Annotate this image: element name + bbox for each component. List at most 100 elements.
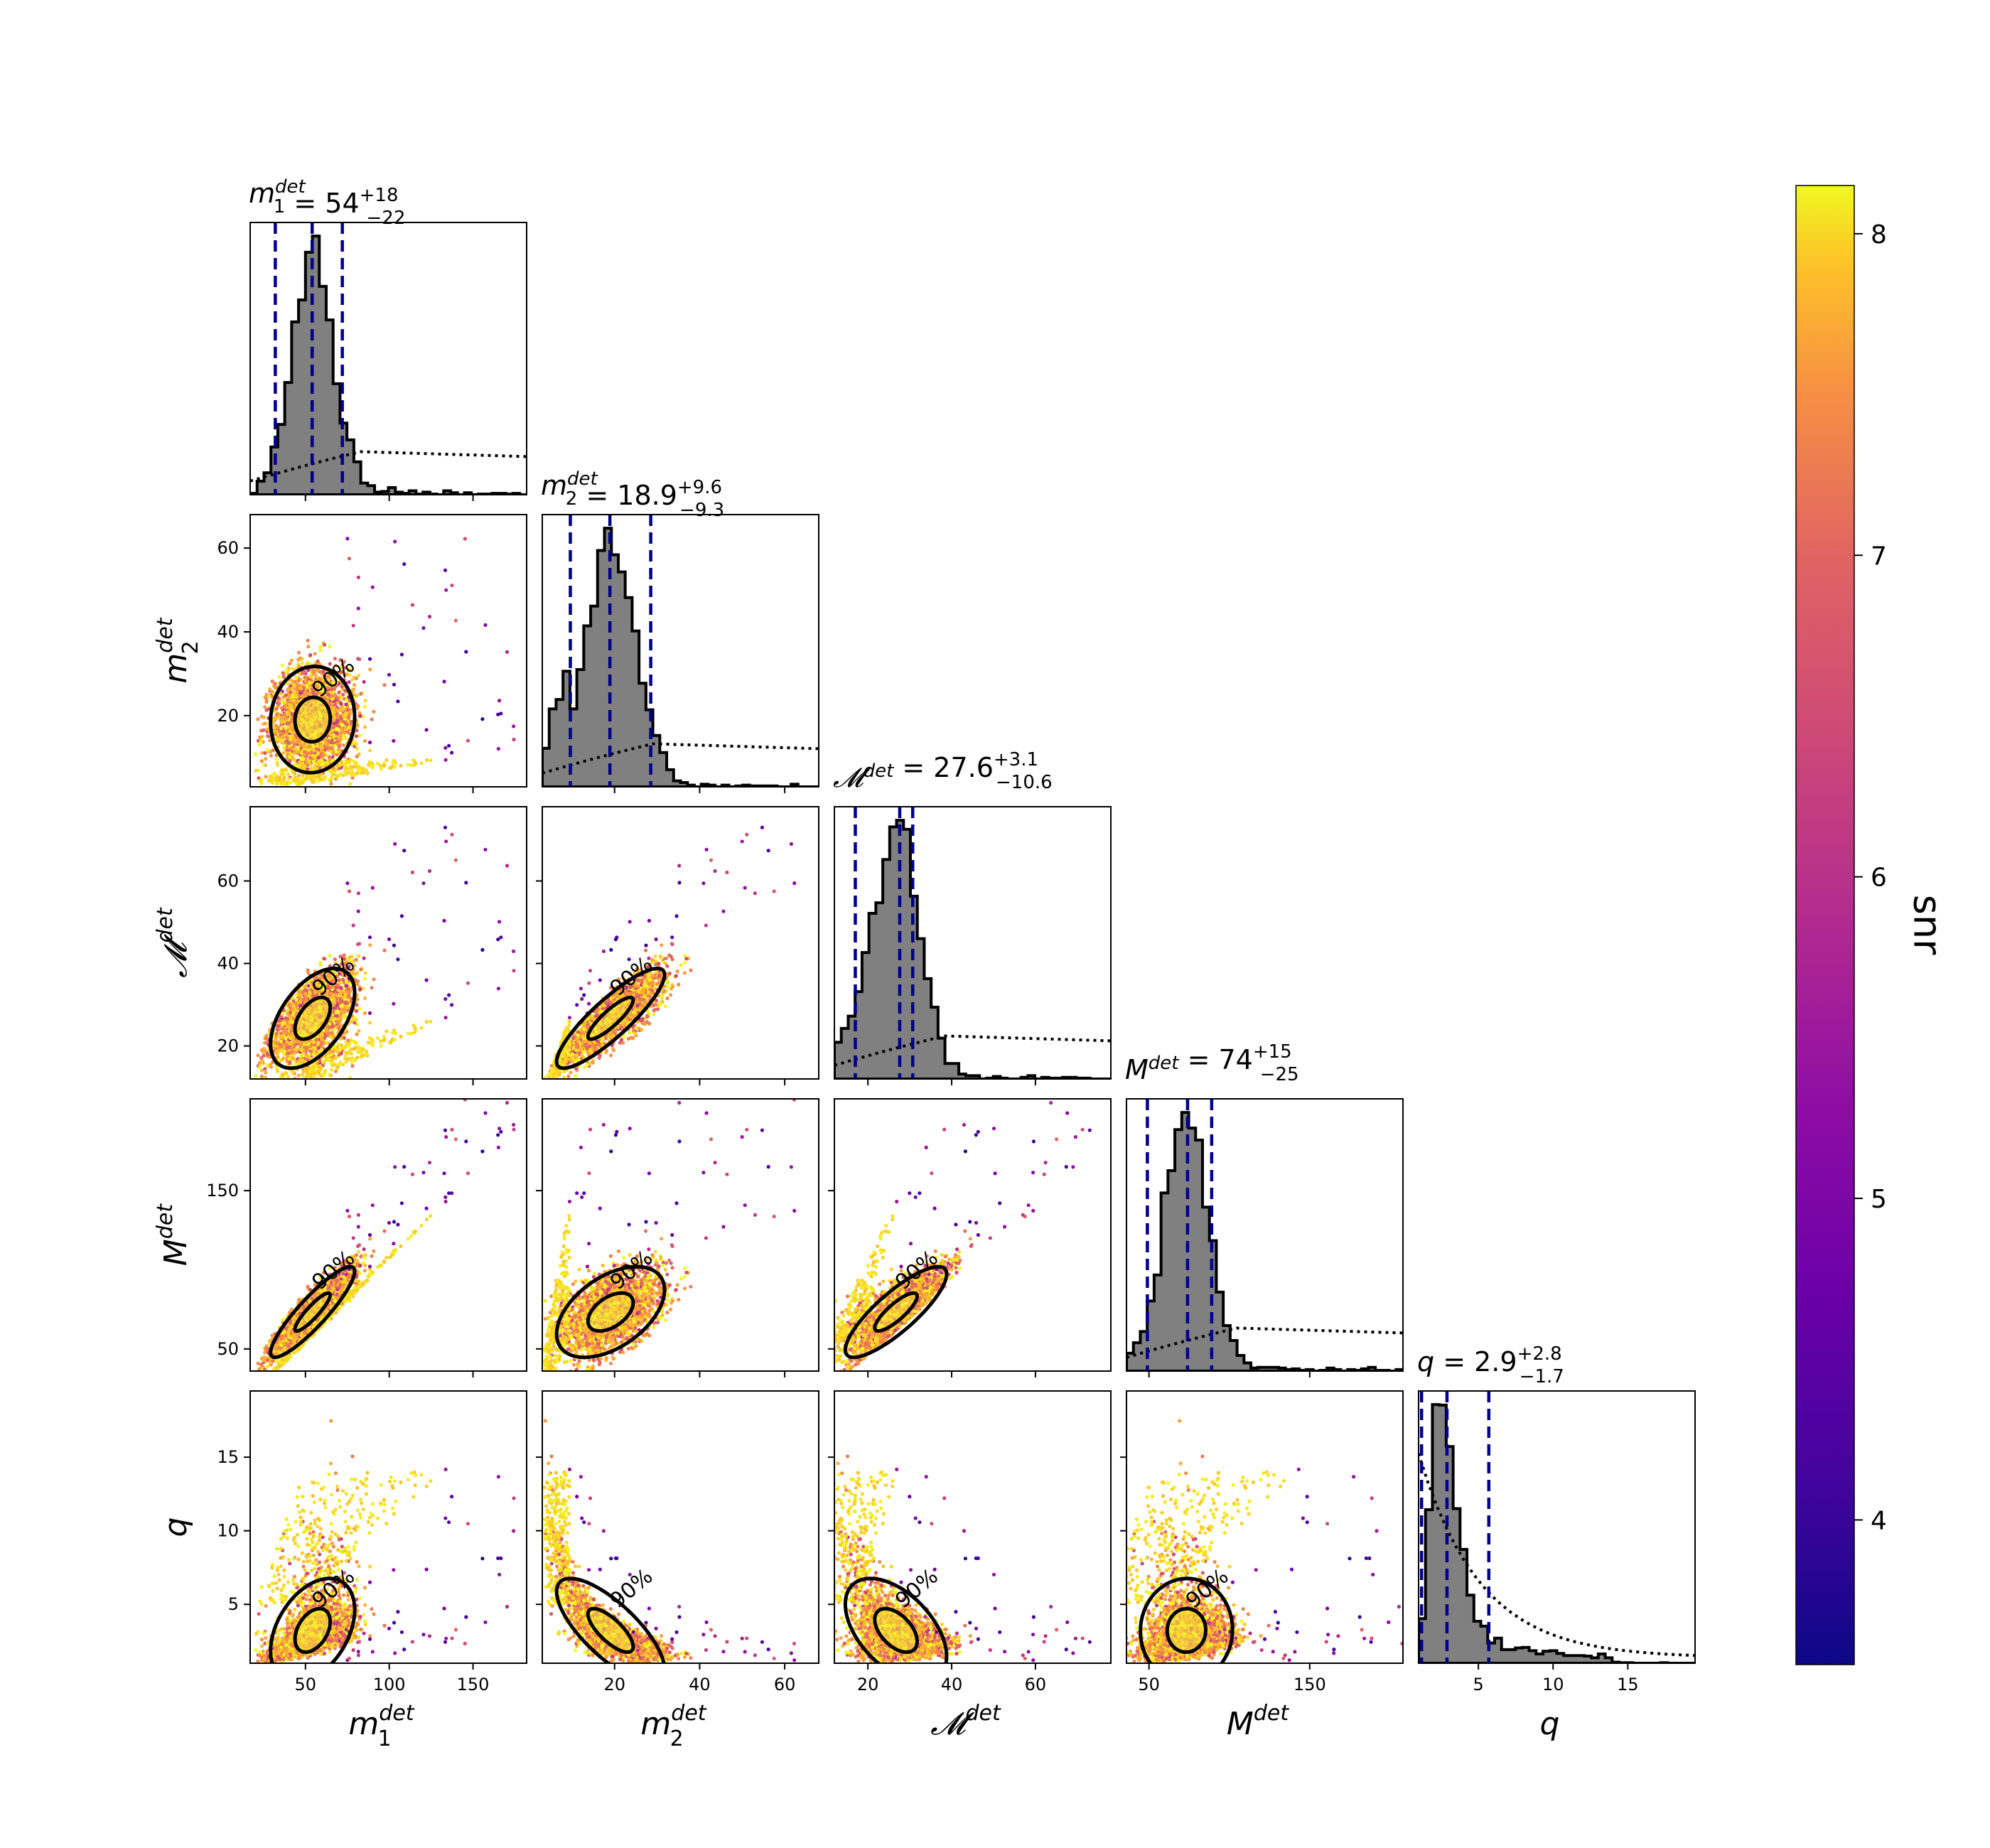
sample-point: [382, 683, 387, 687]
sample-point: [303, 675, 307, 679]
sample-point: [328, 746, 333, 750]
sample-point: [335, 724, 339, 728]
sample-point: [353, 682, 357, 687]
sample-point: [332, 721, 336, 726]
sample-point: [355, 771, 360, 775]
sample-point: [330, 755, 335, 759]
sample-point: [359, 967, 363, 972]
sample-point: [340, 773, 345, 778]
sample-point: [281, 695, 286, 699]
sample-point: [338, 658, 343, 662]
sample-point: [443, 568, 448, 572]
contour-90: [269, 665, 357, 775]
sample-point: [331, 706, 335, 710]
sample-point: [349, 1020, 353, 1024]
sample-point: [274, 724, 278, 728]
sample-point: [341, 728, 345, 732]
sample-point: [335, 696, 340, 700]
sample-point: [444, 588, 448, 592]
sample-point: [276, 1070, 280, 1074]
sample-point: [339, 1004, 343, 1009]
sample-point: [298, 686, 302, 690]
sample-point: [285, 738, 289, 743]
sample-point: [267, 694, 272, 699]
sample-point: [323, 957, 327, 961]
sample-point: [291, 731, 295, 735]
sample-point: [392, 765, 397, 769]
title-value: = 18.9: [577, 480, 677, 511]
sample-point: [326, 692, 330, 697]
sample-point: [328, 682, 333, 686]
sample-point: [278, 729, 282, 734]
sample-point: [392, 738, 396, 743]
sample-point: [387, 672, 392, 677]
sample-point: [315, 766, 319, 770]
sample-point: [300, 773, 304, 778]
sample-point: [328, 1031, 333, 1035]
sample-point: [402, 562, 407, 566]
sample-point: [298, 778, 303, 783]
sample-point: [391, 760, 395, 765]
sample-point: [290, 724, 294, 729]
sample-point: [270, 689, 274, 694]
sample-point: [290, 694, 295, 698]
sample-point: [363, 971, 367, 975]
sample-point: [345, 1001, 349, 1005]
sample-point: [285, 756, 289, 761]
sample-point: [338, 1036, 343, 1041]
sample-point: [356, 768, 360, 772]
sample-point: [330, 775, 334, 780]
sample-point: [308, 1049, 312, 1053]
sample-point: [303, 692, 308, 697]
sample-point: [355, 723, 360, 728]
sample-point: [329, 782, 333, 786]
sample-point: [294, 675, 298, 680]
sample-point: [301, 671, 305, 675]
sample-point: [344, 979, 349, 984]
sample-point: [384, 758, 389, 762]
sample-point: [342, 660, 346, 664]
sample-point: [314, 669, 318, 673]
sample-point: [305, 661, 310, 666]
sample-point: [279, 719, 284, 723]
sample-point: [323, 775, 328, 779]
sample-point: [496, 712, 500, 716]
sample-point: [292, 738, 296, 742]
sample-point: [362, 725, 367, 729]
sample-point: [355, 729, 359, 733]
sample-point: [450, 584, 454, 588]
sample-point: [362, 738, 367, 743]
sample-point: [327, 778, 331, 782]
sample-point: [282, 746, 286, 751]
sample-point: [312, 780, 316, 784]
sample-point: [335, 753, 339, 757]
sample-point: [357, 711, 362, 715]
sample-point: [344, 698, 349, 702]
sample-point: [328, 953, 332, 957]
sample-point: [325, 753, 329, 758]
sample-point: [361, 987, 365, 991]
sample-point: [357, 734, 362, 738]
sample-point: [399, 652, 404, 657]
sample-point: [339, 759, 343, 763]
y-tick-label: 60: [217, 538, 239, 558]
sample-point: [320, 751, 324, 756]
sample-point: [332, 752, 336, 756]
title-symbol: m: [541, 470, 567, 501]
sample-point: [276, 696, 281, 700]
sample-point: [382, 763, 387, 768]
sample-point: [281, 736, 285, 740]
title-plus: +9.6: [677, 477, 722, 498]
title-plus: +18: [360, 185, 399, 206]
sample-point: [442, 679, 446, 684]
panel-content: 90%: [254, 825, 516, 1079]
sample-point: [288, 690, 293, 694]
sample-point: [308, 684, 312, 689]
sample-point: [322, 761, 326, 765]
sample-point: [335, 726, 340, 731]
sample-point: [267, 687, 272, 692]
sample-point: [292, 775, 296, 779]
sample-point: [276, 763, 280, 767]
sample-point: [287, 705, 292, 709]
